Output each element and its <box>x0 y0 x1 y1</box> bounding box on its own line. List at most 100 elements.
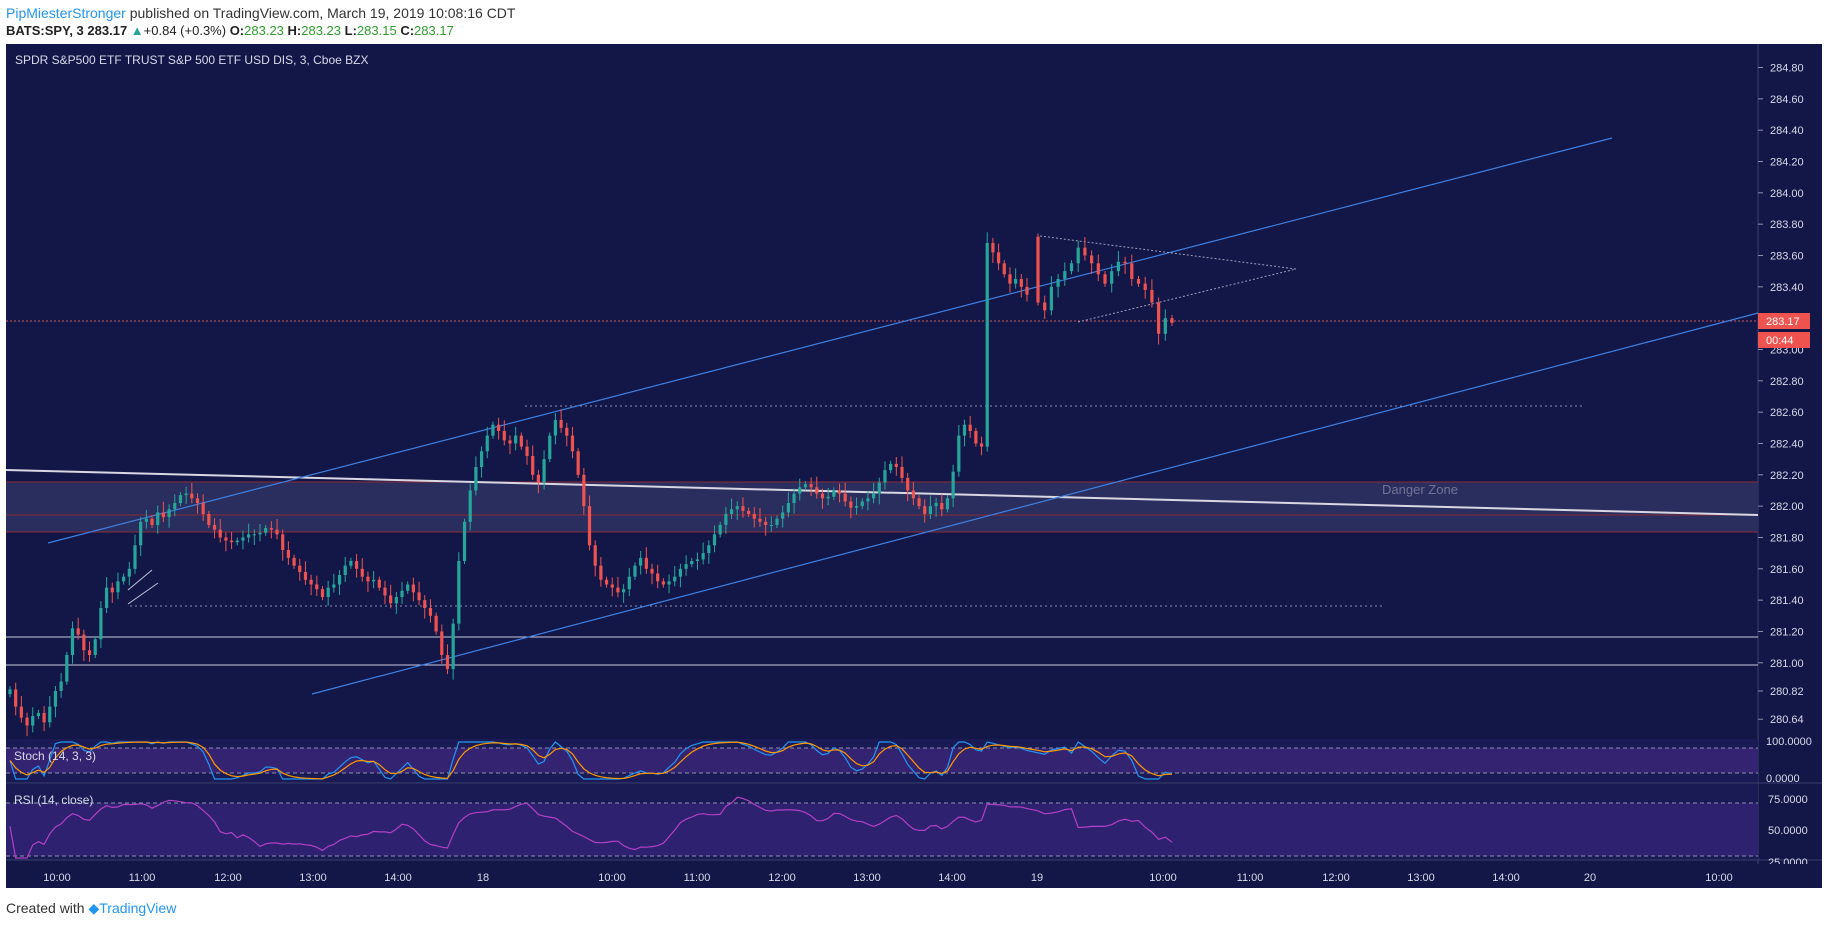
candle-body <box>1143 283 1147 290</box>
candle-body <box>1076 247 1080 264</box>
candle-body <box>1083 247 1087 256</box>
candle-body <box>349 560 353 566</box>
candle-body <box>372 579 376 582</box>
candle-body <box>985 242 989 447</box>
candle-body <box>843 493 847 502</box>
candle-body <box>377 579 381 588</box>
candle-body <box>479 451 484 467</box>
candle-body <box>724 513 728 525</box>
candle-body <box>991 242 995 253</box>
candle-body <box>326 587 330 598</box>
candle-body <box>820 493 825 499</box>
candle-body <box>445 654 450 670</box>
candle-body <box>99 607 103 640</box>
footer: Created with ◆TradingView <box>6 900 176 917</box>
candle-body <box>411 584 415 593</box>
open-label: O: <box>229 23 245 38</box>
time-tick-label: 12:00 <box>1322 872 1350 884</box>
candle-body <box>900 466 904 478</box>
candle-body <box>150 518 154 525</box>
candle-body <box>275 529 279 535</box>
candle-body <box>832 490 836 497</box>
price-tick-label: 282.40 <box>1770 438 1804 450</box>
candle-body <box>593 545 597 566</box>
candle-body <box>803 484 808 488</box>
rsi-line <box>9 796 1173 859</box>
price-tick-label: 282.00 <box>1770 501 1804 513</box>
candle-body <box>1069 263 1074 272</box>
last-price: 283.17 <box>87 23 128 38</box>
candle-body <box>996 252 1001 264</box>
candle-body <box>622 589 626 593</box>
candle-body <box>826 496 830 499</box>
candle-body <box>678 568 683 577</box>
candle-body <box>792 493 796 504</box>
candle-body <box>485 435 489 452</box>
candle-body <box>604 579 609 585</box>
candle-body <box>979 443 984 447</box>
candle-body <box>8 689 12 695</box>
time-tick-label: 19 <box>1031 872 1043 884</box>
candle-body <box>440 631 444 655</box>
candle-body <box>462 521 467 561</box>
author-link[interactable]: PipMiesterStronger <box>6 5 126 21</box>
symbol-header: PipMiesterStronger published on TradingV… <box>6 5 515 39</box>
candle-body <box>212 524 217 530</box>
time-tick-label: 14:00 <box>384 872 412 884</box>
stoch-k-line <box>9 741 1173 780</box>
candle-body <box>559 419 563 428</box>
candle-body <box>695 559 700 561</box>
candle-body <box>673 576 677 582</box>
candle-body <box>457 560 461 624</box>
candle-body <box>519 435 523 447</box>
candle-body <box>93 639 97 655</box>
candle-body <box>110 587 114 593</box>
candle-body <box>871 493 876 499</box>
tradingview-brand[interactable]: TradingView <box>99 900 177 916</box>
price-tick-label: 283.40 <box>1770 282 1804 294</box>
candle-body <box>144 518 148 522</box>
price-tick-label: 281.60 <box>1770 564 1804 576</box>
candle-body <box>207 513 211 525</box>
candle-body <box>945 498 950 510</box>
candle-body <box>167 509 171 518</box>
candle-body <box>962 424 967 436</box>
countdown-tag <box>1758 332 1810 348</box>
candle-body <box>1157 302 1161 334</box>
channel-upper-line <box>47 137 1613 544</box>
candle-body <box>264 528 268 533</box>
candle-body <box>894 463 898 467</box>
candle-body <box>70 628 75 655</box>
candle-body <box>423 600 427 608</box>
candle-body <box>491 424 495 436</box>
candle-body <box>258 532 262 535</box>
candle-body <box>42 712 46 723</box>
candle-body <box>968 424 972 431</box>
candle-body <box>309 579 313 585</box>
candle-body <box>707 545 711 554</box>
candle-body <box>14 689 18 707</box>
time-axis-background <box>6 864 1822 888</box>
open-value: 283.23 <box>244 23 284 38</box>
candle-body <box>576 451 580 475</box>
candle-body <box>1002 263 1006 275</box>
candle-body <box>951 471 955 499</box>
time-tick-label: 10:00 <box>1149 872 1177 884</box>
high-label: H: <box>287 23 302 38</box>
candle-body <box>934 503 938 507</box>
candle-body <box>729 509 734 514</box>
countdown-tag-text: 00:44 <box>1766 335 1794 347</box>
candle-body <box>201 503 205 514</box>
candle-body <box>587 506 592 546</box>
candle-body <box>883 470 887 483</box>
price-tick-label: 281.00 <box>1770 658 1804 670</box>
candle-body <box>394 597 398 604</box>
time-tick-label: 13:00 <box>299 872 327 884</box>
time-tick-label: 13:00 <box>1407 872 1435 884</box>
candle-body <box>656 573 660 582</box>
candle-body <box>133 545 137 569</box>
candle-body <box>1170 318 1174 323</box>
candle-body <box>712 534 717 546</box>
candle-body <box>1130 263 1134 279</box>
